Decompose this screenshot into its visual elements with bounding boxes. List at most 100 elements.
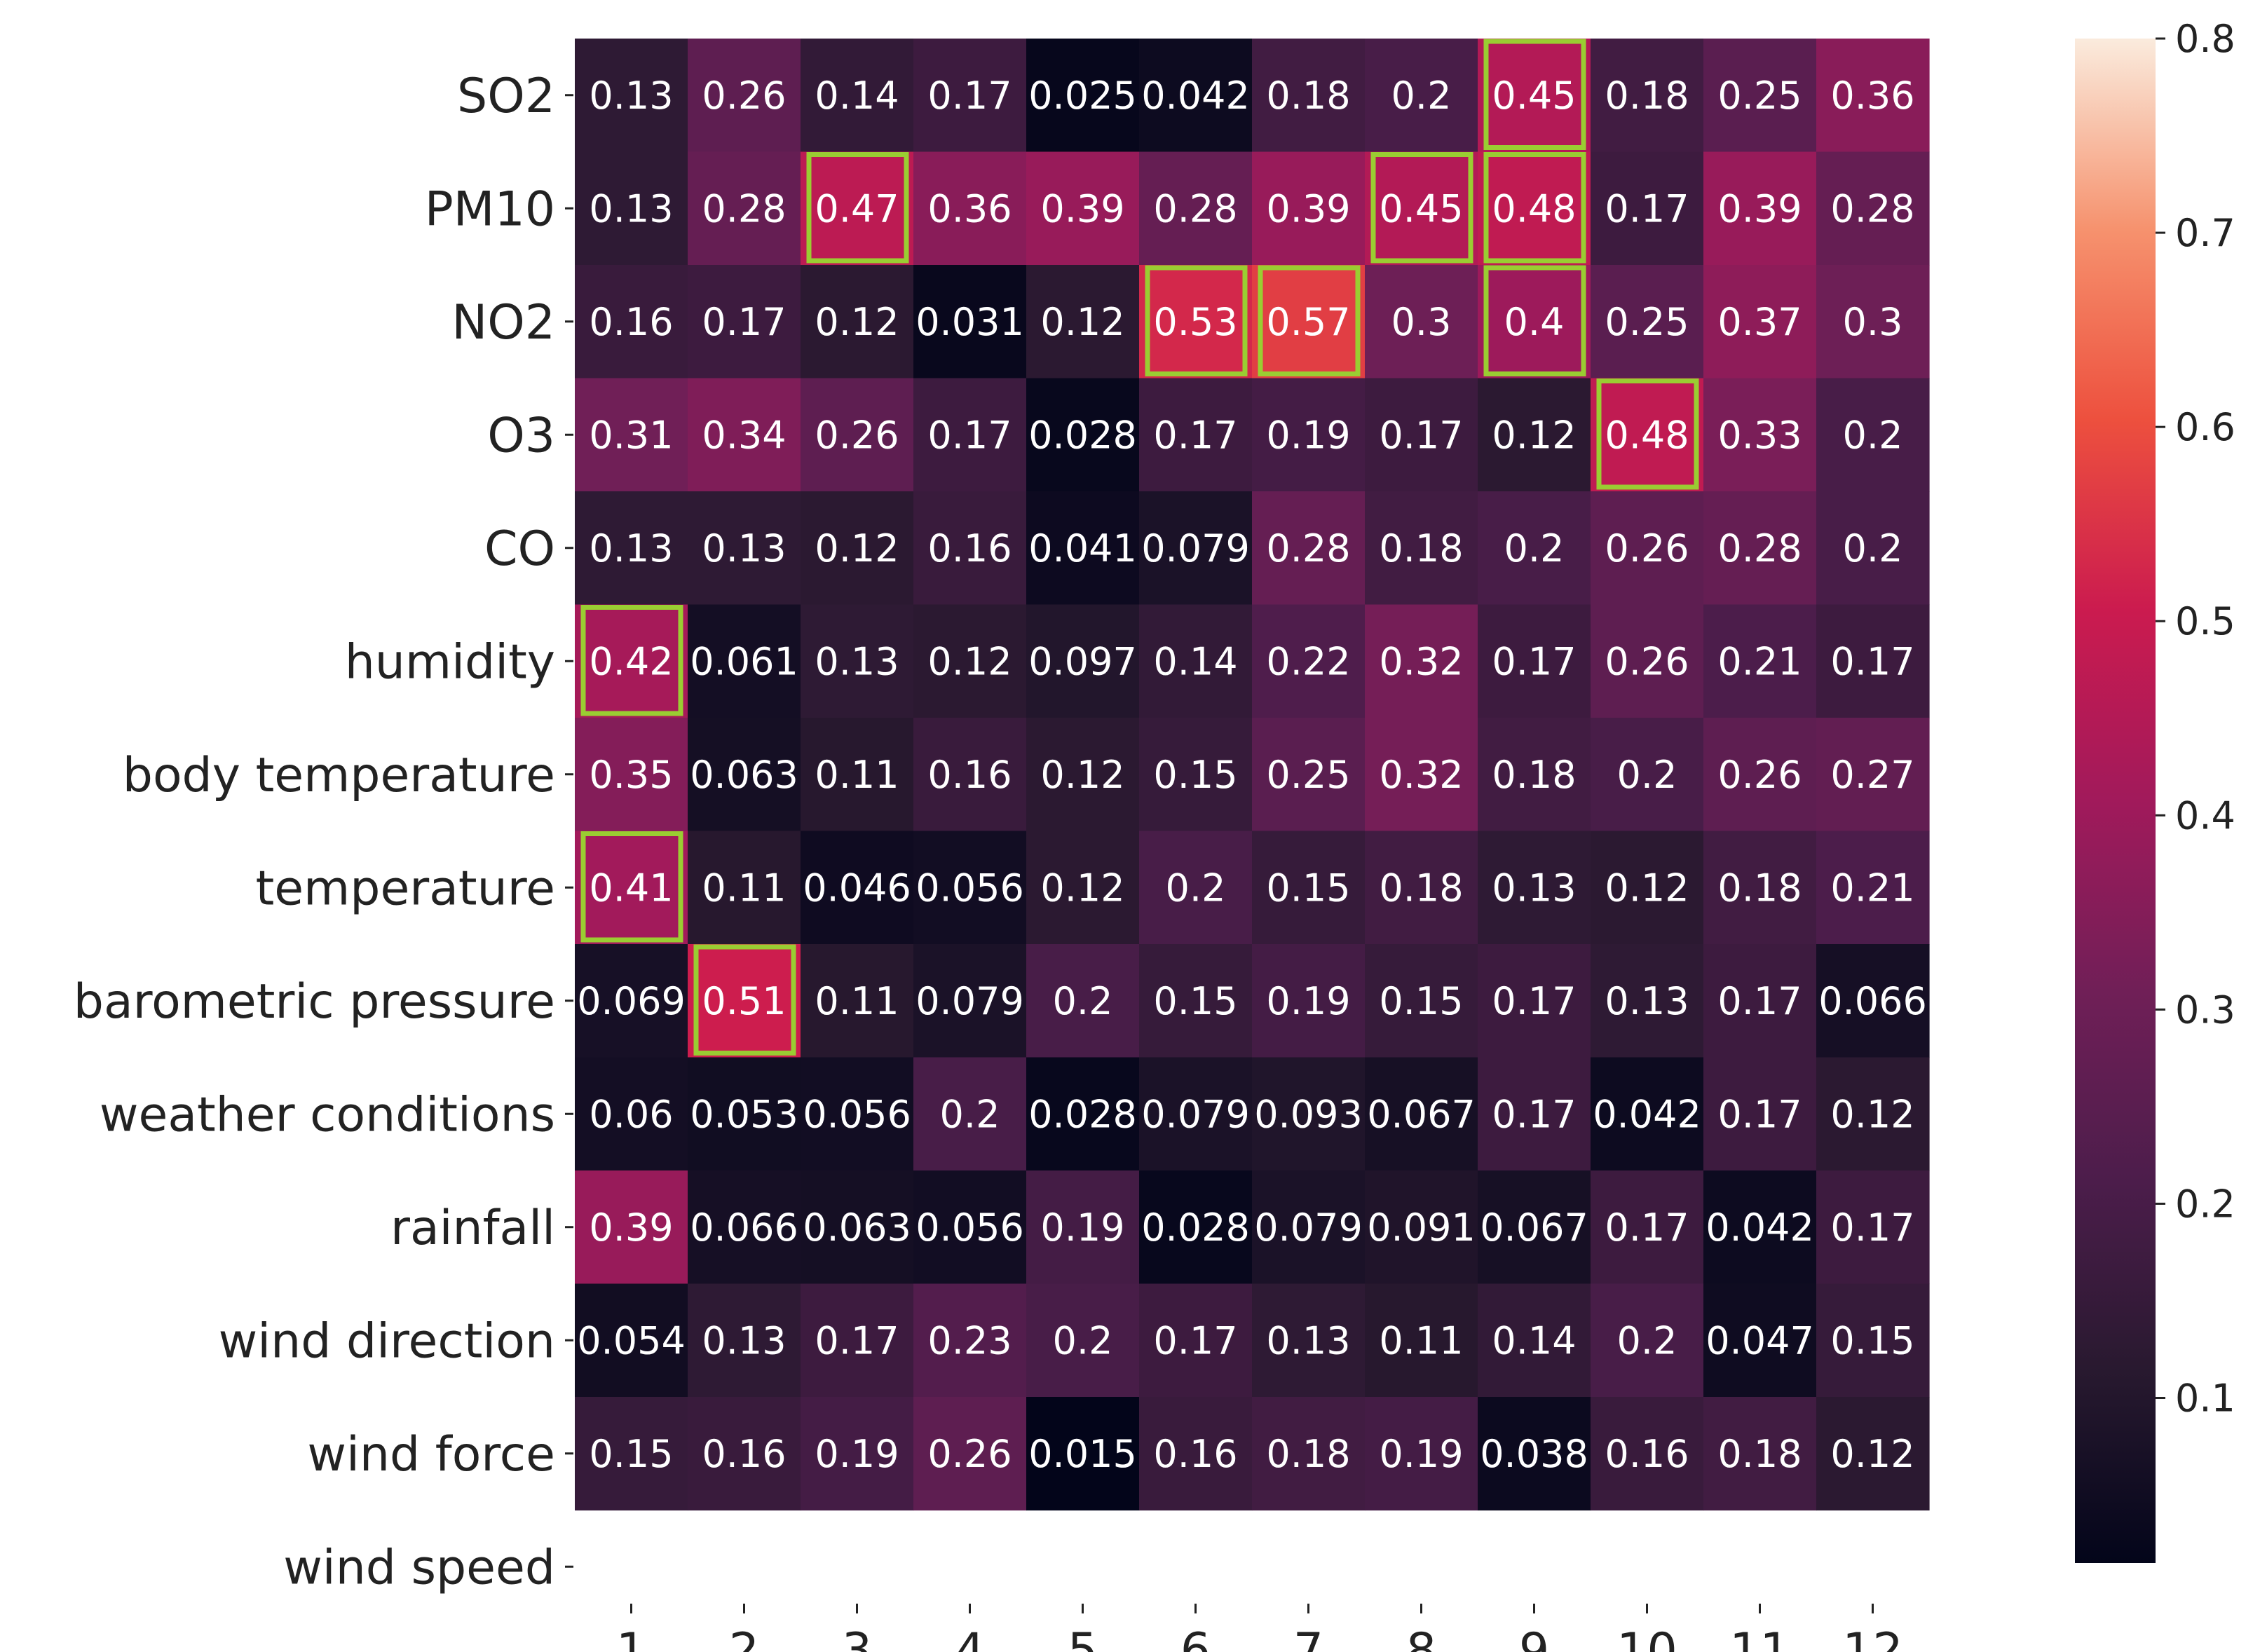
cell-value-label: 0.13: [589, 74, 673, 118]
heatmap-cell: [1026, 39, 1140, 153]
heatmap-cell: [1139, 604, 1253, 718]
cell-value-label: 0.33: [1717, 413, 1802, 457]
cell-value-label: 0.26: [927, 1432, 1012, 1476]
heatmap-cell: [1703, 1057, 1817, 1171]
cell-value-label: 0.18: [1379, 866, 1463, 910]
heatmap-cell: [1591, 378, 1704, 492]
heatmap-cell: [1252, 718, 1366, 832]
heatmap-cell: [688, 604, 801, 718]
heatmap-cell: [801, 151, 914, 266]
heatmap-cell: [1365, 151, 1478, 266]
x-tick-label: 8: [1406, 1623, 1436, 1652]
heatmap-cell: [1703, 1170, 1817, 1285]
heatmap-cell: [1139, 378, 1253, 492]
heatmap-cell: [1026, 1170, 1140, 1285]
cell-value-label: 0.45: [1379, 186, 1463, 231]
cell-value-label: 0.12: [1605, 866, 1689, 910]
highlight-box: [693, 944, 796, 1056]
heatmap-cell: [1139, 1283, 1253, 1398]
heatmap-cell: [1591, 1057, 1704, 1171]
heatmap-cell: [1139, 718, 1253, 832]
heatmap-cell: [575, 831, 688, 945]
cell-value-label: 0.17: [1605, 186, 1689, 231]
heatmap-cell: [1139, 491, 1253, 606]
colorbar-gradient: [2075, 39, 2156, 1563]
heatmap-cell: [1365, 378, 1478, 492]
heatmap-cell: [913, 831, 1027, 945]
heatmap-cell: [1478, 491, 1591, 606]
cell-value-label: 0.17: [1717, 1092, 1802, 1136]
cell-value-label: 0.16: [1605, 1432, 1689, 1476]
cell-value-label: 0.48: [1492, 186, 1576, 231]
cell-value-label: 0.15: [589, 1432, 673, 1476]
cell-value-label: 0.061: [690, 639, 798, 683]
cell-value-label: 0.079: [1254, 1206, 1363, 1250]
cell-value-label: 0.2: [1617, 753, 1677, 797]
cell-value-label: 0.2: [1391, 74, 1452, 118]
cell-value-label: 0.2: [1053, 1318, 1113, 1363]
cell-value-label: 0.48: [1605, 413, 1689, 457]
x-tick-label: 9: [1519, 1623, 1549, 1652]
heatmap-cell: [1591, 1170, 1704, 1285]
heatmap-cell: [1026, 151, 1140, 266]
heatmap-cell: [1703, 378, 1817, 492]
heatmap-cell: [913, 718, 1027, 832]
cell-value-label: 0.17: [1830, 639, 1914, 683]
heatmap-cell: [801, 378, 914, 492]
heatmap-cell: [575, 378, 688, 492]
heatmap-cell: [688, 718, 801, 832]
heatmap-cell: [1816, 1057, 1930, 1171]
cell-value-label: 0.047: [1706, 1318, 1814, 1363]
cell-value-label: 0.18: [1717, 866, 1802, 910]
heatmap-cell: [1365, 944, 1478, 1058]
cell-value-label: 0.2: [1843, 413, 1903, 457]
cell-value-label: 0.091: [1367, 1206, 1476, 1250]
heatmap-cell: [1816, 265, 1930, 379]
heatmap-cell: [1591, 1283, 1704, 1398]
cell-value-label: 0.19: [1266, 413, 1350, 457]
cell-value-label: 0.12: [815, 300, 899, 344]
y-tick-label: SO2: [457, 69, 555, 124]
cell-value-label: 0.53: [1153, 300, 1237, 344]
cell-value-label: 0.11: [815, 979, 899, 1023]
cell-value-label: 0.23: [927, 1318, 1012, 1363]
cell-value-label: 0.19: [1379, 1432, 1463, 1476]
x-tick-label: 11: [1729, 1623, 1790, 1652]
cell-value-label: 0.17: [927, 413, 1012, 457]
cell-value-label: 0.041: [1028, 526, 1137, 571]
heatmap-cell: [1252, 1397, 1366, 1511]
cell-value-label: 0.47: [815, 186, 899, 231]
heatmap-cell: [688, 1283, 801, 1398]
cell-value-label: 0.25: [1605, 300, 1689, 344]
heatmap-cell: [575, 604, 688, 718]
heatmap-cell: [1478, 1057, 1591, 1171]
cell-value-label: 0.13: [589, 526, 673, 571]
heatmap-cell: [801, 39, 914, 153]
heatmap-cell: [1816, 831, 1930, 945]
cell-value-label: 0.34: [702, 413, 786, 457]
cell-value-label: 0.19: [815, 1432, 899, 1476]
heatmap-cell: [1478, 1170, 1591, 1285]
x-axis: 1 2 3 4 5 6 7 8 9 10 11 12: [616, 1604, 1903, 1652]
heatmap-cell: [1252, 151, 1366, 266]
heatmap-cell: [688, 151, 801, 266]
heatmap-cell: [575, 39, 688, 153]
heatmap-cell: [1703, 491, 1817, 606]
cell-value-label: 0.19: [1040, 1206, 1124, 1250]
cell-value-label: 0.028: [1028, 1092, 1137, 1136]
x-tick-label: 6: [1180, 1623, 1211, 1652]
cell-value-label: 0.15: [1266, 866, 1350, 910]
highlight-box: [806, 152, 909, 264]
heatmap-cell: [1252, 831, 1366, 945]
heatmap-cell: [1252, 1170, 1366, 1285]
heatmap-cell: [801, 491, 914, 606]
cell-value-label: 0.45: [1492, 74, 1576, 118]
cell-value-label: 0.17: [1830, 1206, 1914, 1250]
heatmap-cell: [1591, 491, 1704, 606]
heatmap-cell: [1365, 1057, 1478, 1171]
heatmap-cell: [1365, 39, 1478, 153]
colorbar-tick-label: 0.5: [2175, 599, 2235, 643]
heatmap-cell: [575, 718, 688, 832]
heatmap-cell: [1252, 1283, 1366, 1398]
